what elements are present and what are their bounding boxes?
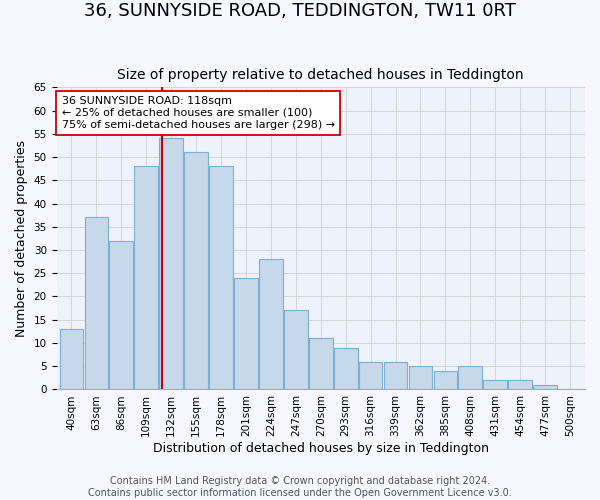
Bar xyxy=(359,362,382,390)
Bar xyxy=(59,329,83,390)
Bar xyxy=(160,138,183,390)
Bar xyxy=(284,310,308,390)
Bar xyxy=(484,380,507,390)
Text: 36 SUNNYSIDE ROAD: 118sqm
← 25% of detached houses are smaller (100)
75% of semi: 36 SUNNYSIDE ROAD: 118sqm ← 25% of detac… xyxy=(62,96,335,130)
Bar xyxy=(259,260,283,390)
Bar xyxy=(134,166,158,390)
Bar xyxy=(409,366,433,390)
Bar xyxy=(458,366,482,390)
Bar xyxy=(85,218,108,390)
Bar xyxy=(309,338,332,390)
X-axis label: Distribution of detached houses by size in Teddington: Distribution of detached houses by size … xyxy=(153,442,489,455)
Title: Size of property relative to detached houses in Teddington: Size of property relative to detached ho… xyxy=(118,68,524,82)
Bar xyxy=(508,380,532,390)
Text: 36, SUNNYSIDE ROAD, TEDDINGTON, TW11 0RT: 36, SUNNYSIDE ROAD, TEDDINGTON, TW11 0RT xyxy=(84,2,516,21)
Bar xyxy=(184,152,208,390)
Bar xyxy=(234,278,258,390)
Bar xyxy=(109,240,133,390)
Bar xyxy=(533,385,557,390)
Bar xyxy=(434,371,457,390)
Bar xyxy=(384,362,407,390)
Y-axis label: Number of detached properties: Number of detached properties xyxy=(15,140,28,337)
Bar xyxy=(209,166,233,390)
Text: Contains HM Land Registry data © Crown copyright and database right 2024.
Contai: Contains HM Land Registry data © Crown c… xyxy=(88,476,512,498)
Bar xyxy=(334,348,358,390)
